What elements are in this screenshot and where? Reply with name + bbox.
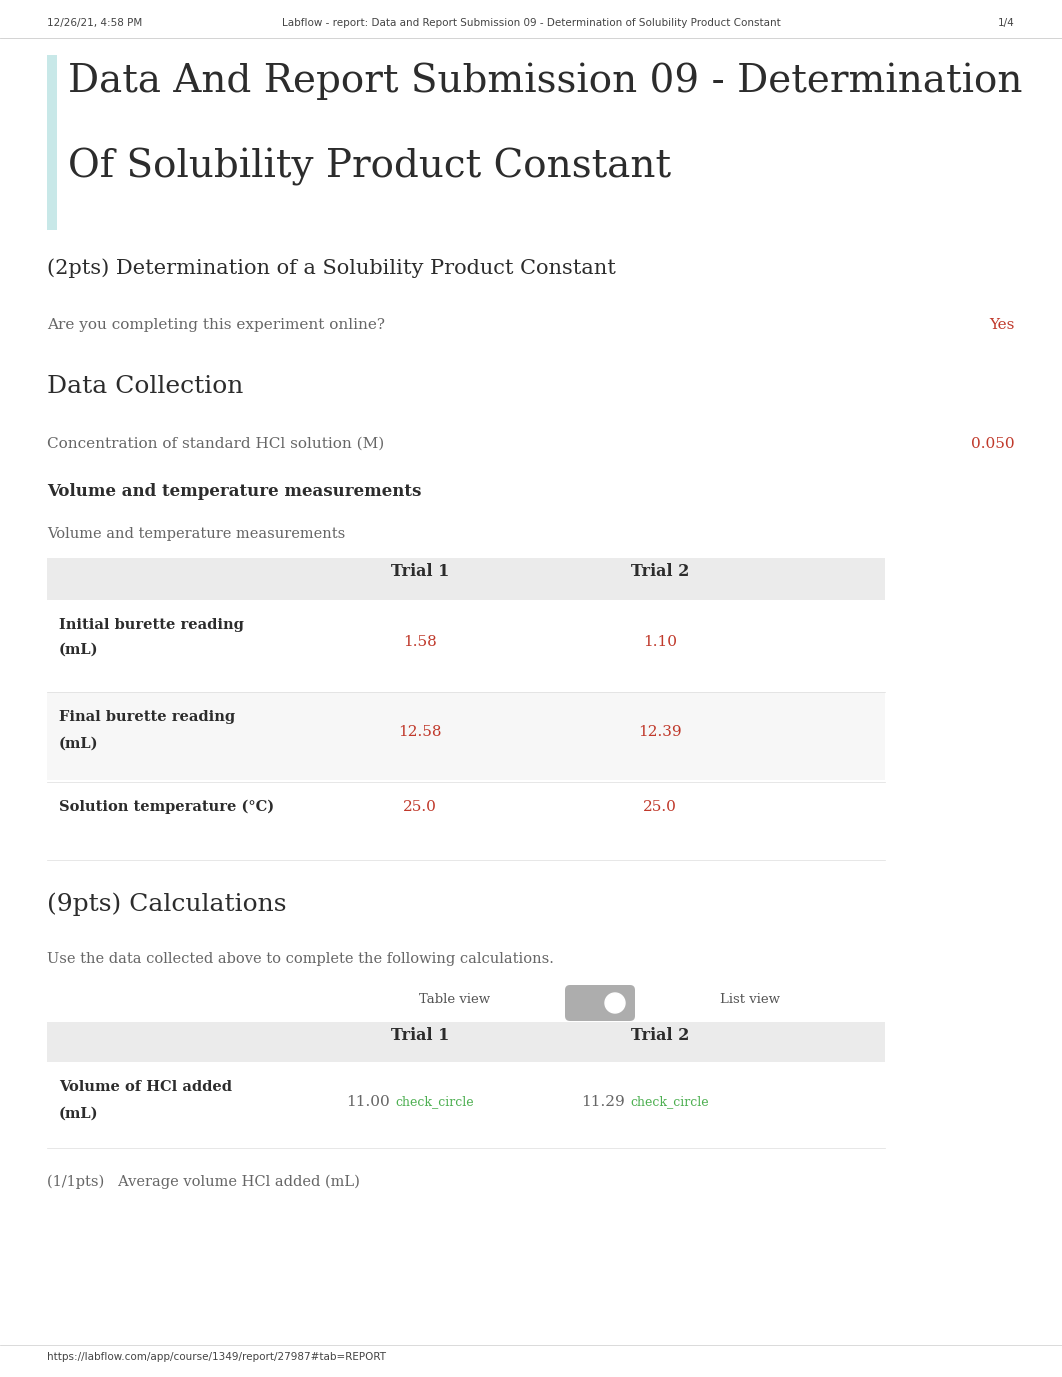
Text: Concentration of standard HCl solution (M): Concentration of standard HCl solution (… [47, 437, 384, 452]
Text: Initial burette reading: Initial burette reading [59, 618, 244, 632]
Text: Trial 2: Trial 2 [631, 563, 689, 580]
Text: 11.00: 11.00 [346, 1095, 390, 1108]
Text: List view: List view [720, 993, 780, 1007]
Text: 12.39: 12.39 [638, 726, 682, 739]
Text: Solution temperature (°C): Solution temperature (°C) [59, 800, 274, 814]
Text: Trial 1: Trial 1 [391, 1027, 449, 1044]
Text: 25.0: 25.0 [644, 800, 676, 814]
Text: check_circle: check_circle [395, 1095, 474, 1108]
Text: (2pts) Determination of a Solubility Product Constant: (2pts) Determination of a Solubility Pro… [47, 257, 616, 278]
Circle shape [605, 993, 626, 1013]
Text: (mL): (mL) [59, 1107, 99, 1121]
Text: Use the data collected above to complete the following calculations.: Use the data collected above to complete… [47, 952, 554, 967]
Text: (9pts) Calculations: (9pts) Calculations [47, 892, 287, 916]
Text: 1/4: 1/4 [998, 18, 1015, 28]
Text: (1/1pts)   Average volume HCl added (mL): (1/1pts) Average volume HCl added (mL) [47, 1175, 360, 1190]
FancyBboxPatch shape [47, 1022, 885, 1062]
Text: Data And Report Submission 09 - Determination: Data And Report Submission 09 - Determin… [68, 62, 1023, 99]
Text: 12/26/21, 4:58 PM: 12/26/21, 4:58 PM [47, 18, 142, 28]
Text: Volume and temperature measurements: Volume and temperature measurements [47, 483, 422, 500]
Text: (mL): (mL) [59, 737, 99, 750]
Text: 1.58: 1.58 [404, 635, 436, 649]
Text: Volume of HCl added: Volume of HCl added [59, 1080, 232, 1093]
Text: Yes: Yes [990, 318, 1015, 332]
Text: Table view: Table view [418, 993, 490, 1007]
Text: Of Solubility Product Constant: Of Solubility Product Constant [68, 147, 671, 186]
Text: (mL): (mL) [59, 643, 99, 657]
FancyBboxPatch shape [47, 693, 885, 779]
Text: https://labflow.com/app/course/1349/report/27987#tab=REPORT: https://labflow.com/app/course/1349/repo… [47, 1352, 386, 1362]
FancyBboxPatch shape [47, 558, 885, 600]
Text: check_circle: check_circle [630, 1095, 708, 1108]
Text: 25.0: 25.0 [404, 800, 436, 814]
Text: Volume and temperature measurements: Volume and temperature measurements [47, 527, 345, 541]
Text: Data Collection: Data Collection [47, 375, 243, 398]
Text: 0.050: 0.050 [972, 437, 1015, 452]
Text: Trial 1: Trial 1 [391, 563, 449, 580]
FancyBboxPatch shape [47, 55, 57, 230]
FancyBboxPatch shape [47, 600, 885, 690]
Text: Trial 2: Trial 2 [631, 1027, 689, 1044]
FancyBboxPatch shape [565, 985, 635, 1020]
Text: 1.10: 1.10 [643, 635, 676, 649]
Text: Labflow - report: Data and Report Submission 09 - Determination of Solubility Pr: Labflow - report: Data and Report Submis… [281, 18, 781, 28]
Text: Final burette reading: Final burette reading [59, 711, 235, 724]
Text: 12.58: 12.58 [398, 726, 442, 739]
Text: Are you completing this experiment online?: Are you completing this experiment onlin… [47, 318, 386, 332]
Text: 11.29: 11.29 [581, 1095, 626, 1108]
